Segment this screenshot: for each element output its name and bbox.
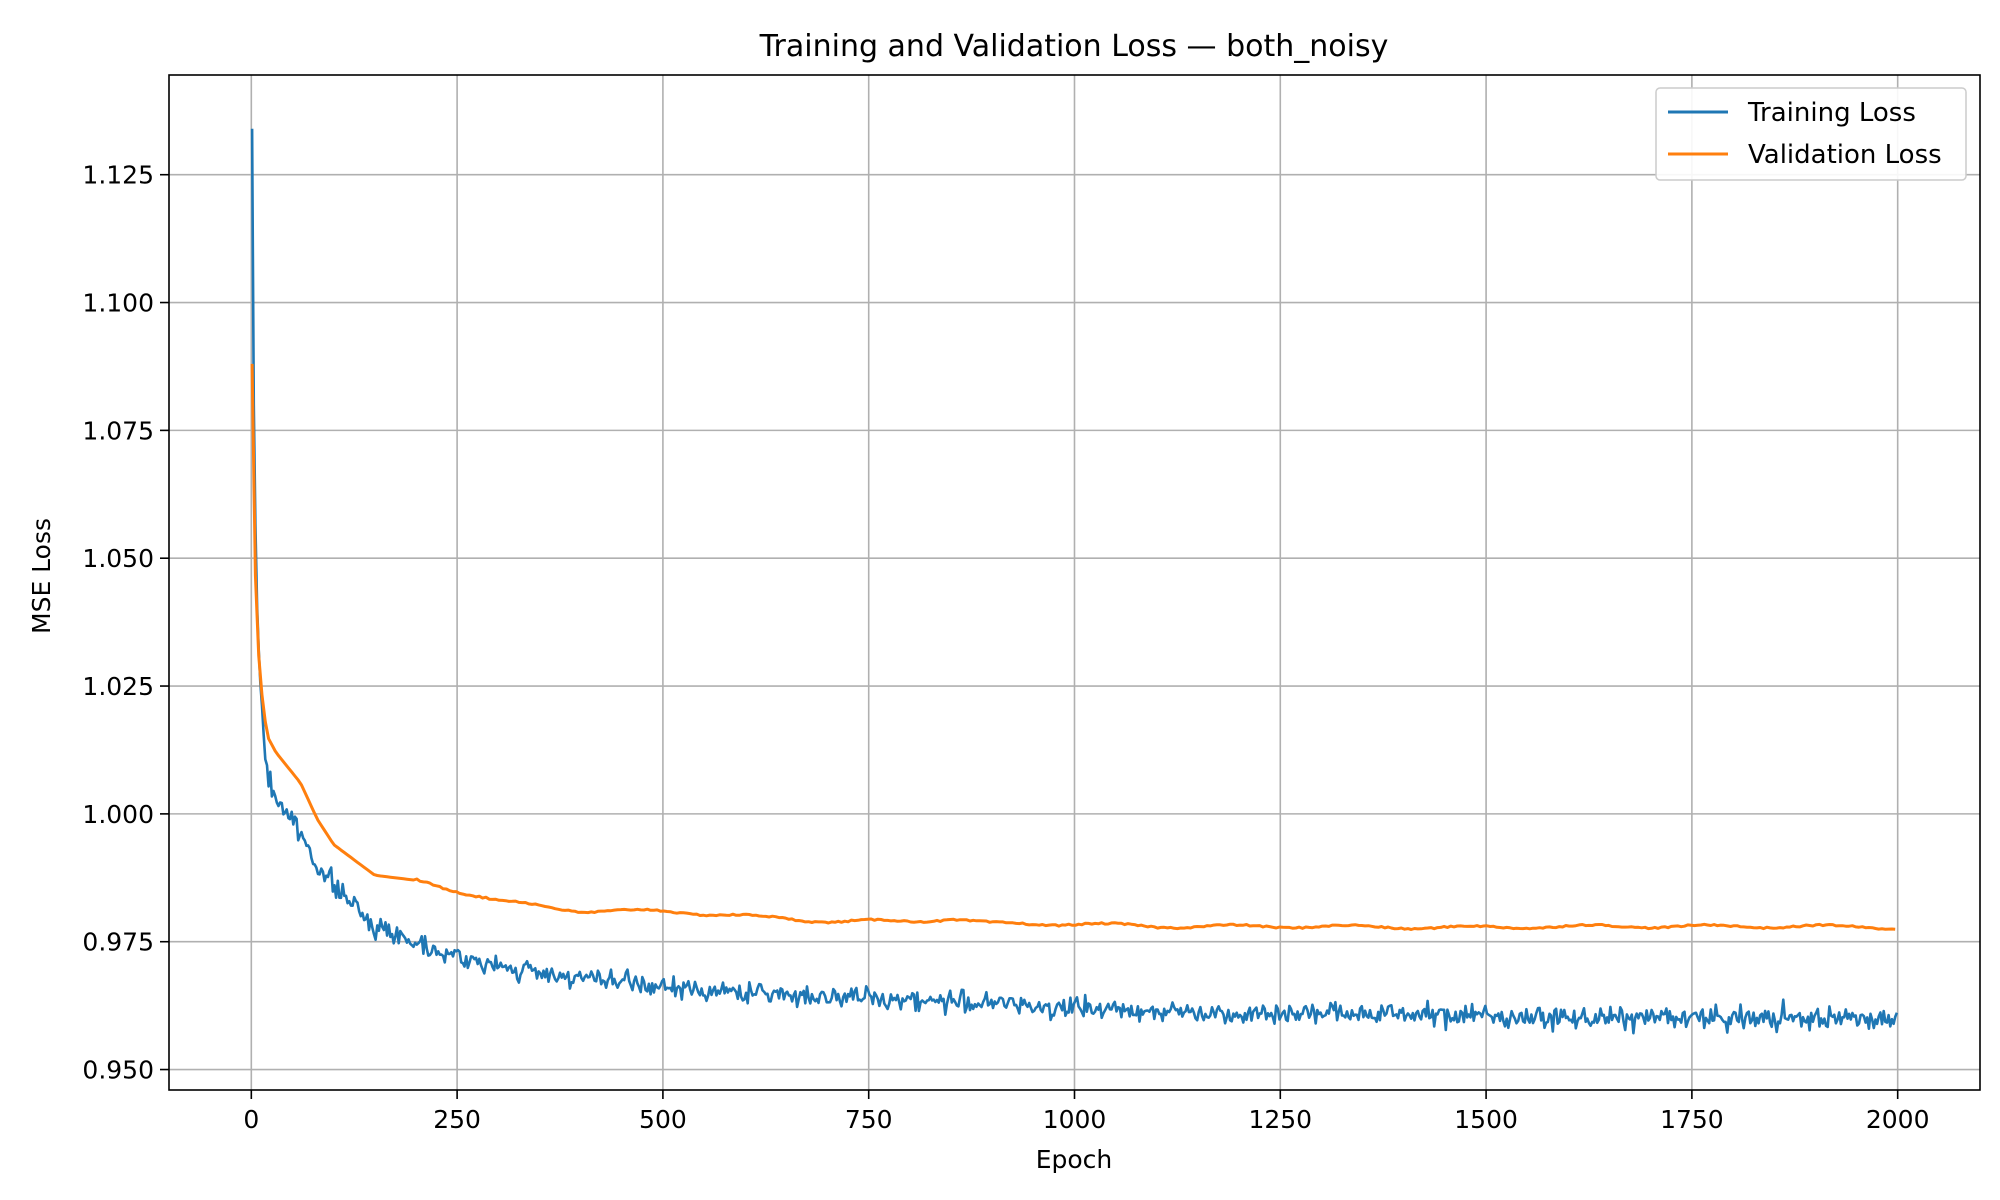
y-tick-label: 1.000 [82,800,154,829]
grid [169,75,1980,1090]
y-tick-label: 0.950 [82,1056,154,1085]
x-tick-label: 500 [639,1105,687,1134]
y-tick-label: 0.975 [82,928,154,957]
x-tick-label: 250 [433,1105,481,1134]
y-tick-label: 1.025 [82,672,154,701]
chart-title: Training and Validation Loss — both_nois… [759,29,1389,64]
y-axis-label: MSE Loss [27,518,56,634]
legend-label-validation-loss: Validation Loss [1748,140,1942,170]
x-axis-label: Epoch [1036,1145,1113,1174]
x-tick-label: 2000 [1866,1105,1930,1134]
legend: Training Loss Validation Loss [1655,87,1967,181]
series-layer [250,128,1899,1035]
y-tick-label: 1.050 [82,544,154,573]
x-axis: 0 250 500 750 1000 1250 1500 1750 2000 [243,1090,1929,1134]
training-loss-line [250,128,1899,1035]
legend-label-training-loss: Training Loss [1747,98,1916,128]
y-tick-label: 1.125 [82,161,154,190]
legend-box [1655,87,1967,181]
x-tick-label: 1000 [1043,1105,1107,1134]
x-tick-label: 1750 [1660,1105,1724,1134]
y-axis: 0.950 0.975 1.000 1.025 1.050 1.075 1.100 1.125 [82,161,169,1085]
x-tick-label: 1250 [1248,1105,1312,1134]
x-tick-label: 0 [243,1105,259,1134]
x-tick-label: 1500 [1454,1105,1518,1134]
x-tick-label: 750 [845,1105,893,1134]
y-tick-label: 1.075 [82,416,154,445]
validation-loss-line [250,363,1896,931]
y-tick-label: 1.100 [82,289,154,318]
